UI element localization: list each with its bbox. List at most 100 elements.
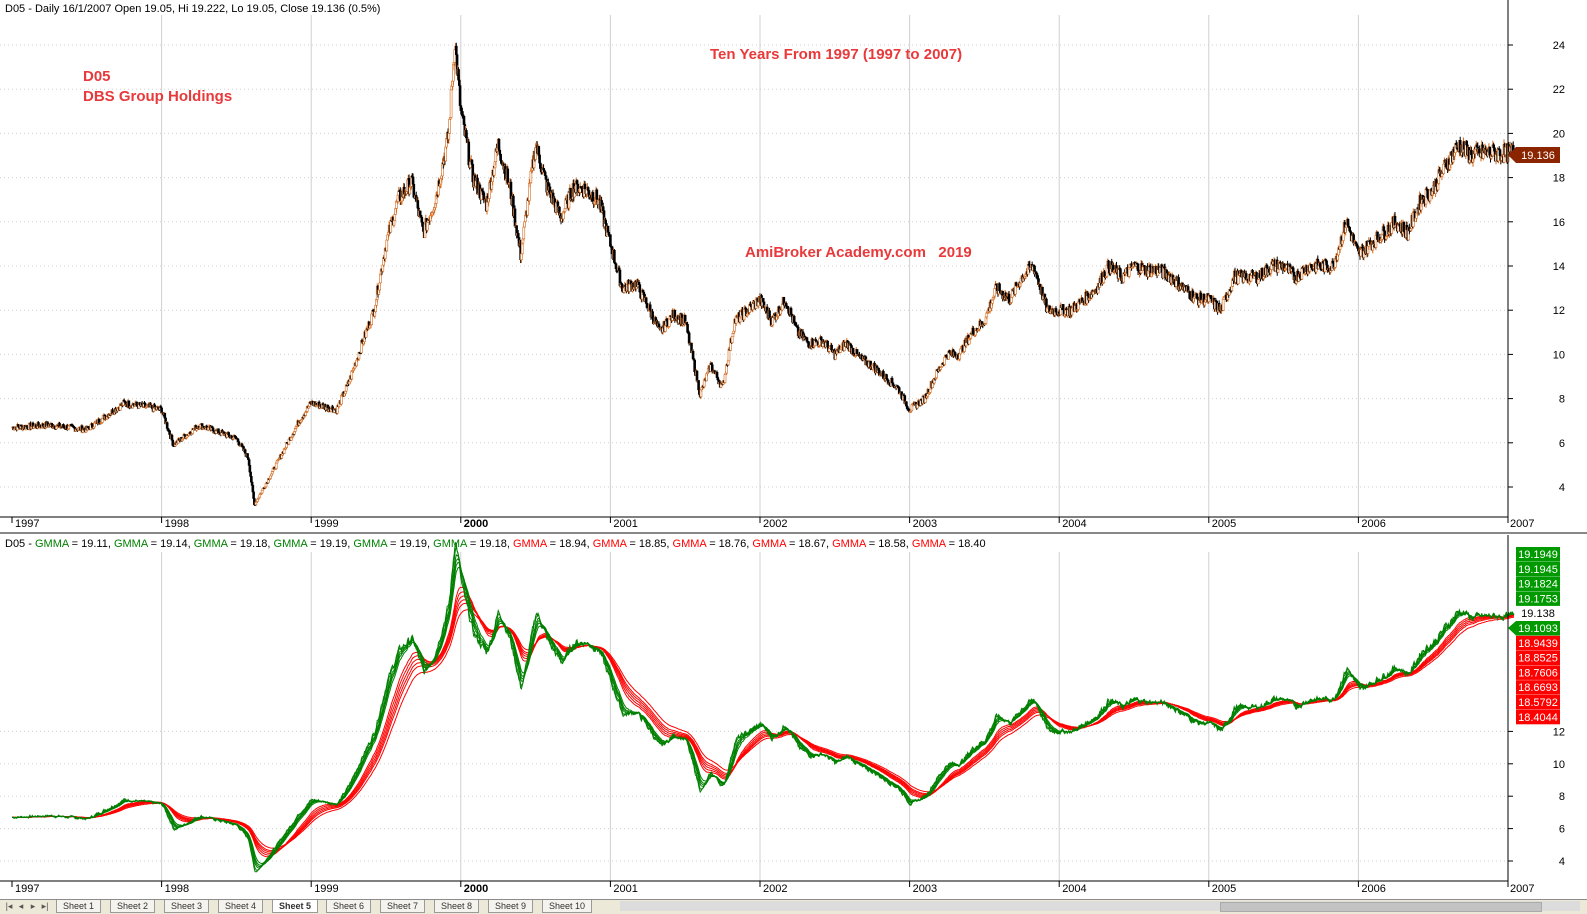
gmma-value-labels: 19.1949 19.1945 19.1824 19.1753 19.138 19.109… [1508,547,1560,725]
bottom-x-tick-label: 2002 [763,883,787,895]
gmma-header-value: = 18.67, [789,538,832,550]
price-candle-body [780,303,784,311]
top-x-tick-label: 2001 [613,518,637,530]
price-candle-body [695,370,699,382]
gmma-value-tag-label: 18.7606 [1518,667,1558,679]
bottom-x-tick-label: 2001 [613,883,637,895]
price-candle-body [726,360,730,366]
price-candle-body [595,189,599,200]
gmma-header-value: = 19.11, [72,538,114,550]
top-y-tick-label: 22 [1553,84,1565,96]
gmma-header-name: GMMA [274,538,311,550]
price-candle-body [839,349,842,353]
gmma-header-name: GMMA [353,538,390,550]
bottom-x-tick-label: 2004 [1062,883,1086,895]
price-candle-body [974,330,977,336]
sheet-tab[interactable]: Sheet 9 [488,900,534,913]
top-x-tick-label: 2005 [1212,518,1236,530]
gmma-header-name: GMMA [114,538,151,550]
price-candle-body [243,449,247,454]
bottom-grid [0,552,1508,881]
price-candle-body [250,481,254,486]
top-pane: 4 6 8 10 12 14 16 18 20 22 24 1997 1998 1999 2000 2001… [0,0,1565,530]
sheet-tab[interactable]: Sheet 7 [380,900,426,913]
gmma-header-name: GMMA [194,538,231,550]
gmma-value-tag-label: 18.8525 [1518,653,1558,665]
gmma-long-line [12,591,1514,856]
gmma-header-value: = 18.76, [709,538,752,550]
price-candle-body [693,359,696,373]
gmma-value-tag [1516,665,1560,680]
price-candle-body [993,288,997,297]
price-candle-body [613,250,616,263]
bottom-y-tick-label: 12 [1553,726,1565,738]
top-pane-background [0,0,1508,517]
price-candle-body [168,430,171,435]
gmma-header-value: = 19.14, [151,538,194,550]
price-candle-body [830,344,833,350]
price-candle-body [1442,163,1445,174]
chart-header: D05 - Daily 16/1/2007 Open 19.05, Hi 19.… [5,3,380,15]
bottom-y-tick-label: 8 [1559,791,1565,803]
gmma-value-tag [1516,635,1560,651]
gmma-value-tag [1516,561,1560,577]
sheet-tab[interactable]: Sheet 6 [326,900,372,913]
price-candle-body [171,439,175,446]
price-candle-body [1007,293,1011,304]
sheet-tab[interactable]: Sheet 10 [542,900,593,913]
bottom-x-tick-label: 1997 [15,883,39,895]
gmma-header-name: GMMA [752,538,789,550]
bottom-pane: 4 6 8 10 12 1997 1998 1999 2000 2001 2002 2003 2004… [0,532,1587,895]
price-candle-body [258,494,262,498]
gmma-value-tag [1516,695,1560,710]
gmma-series [11,541,1515,873]
horizontal-scrollbar[interactable] [620,901,1580,912]
bottom-x-tick-label: 2005 [1212,883,1236,895]
sheet-tab[interactable]: Sheet 1 [56,900,102,913]
first-sheet-button[interactable]: |◂ [5,901,13,911]
top-x-tick-label: 2003 [913,518,937,530]
gmma-value-tag-label: 18.9439 [1518,638,1558,650]
price-candle-body [467,141,471,166]
gmma-value-tag [1516,547,1560,562]
price-candle-body [792,315,796,323]
gmma-long-line [12,609,1514,849]
gmma-header-value: = 19.18, [470,538,513,550]
gmma-header-name: GMMA [593,538,630,550]
price-candle-body [1331,260,1335,264]
sheet-tab[interactable]: Sheet 2 [110,900,156,913]
gmma-value-tag-label: 19.1824 [1518,579,1558,591]
price-candle-body [393,214,397,221]
last-sheet-button[interactable]: ▸| [41,901,49,911]
price-candle-body [274,462,278,470]
sheet-tab[interactable]: Sheet 5 [272,900,319,913]
sheet-tab[interactable]: Sheet 4 [218,900,264,913]
gmma-header-value: = 18.58, [869,538,912,550]
price-candle-body [727,348,731,362]
top-x-tick-label: 2006 [1361,518,1385,530]
scrollbar-thumb[interactable] [1220,902,1542,912]
gmma-value-tag [1516,621,1560,636]
sheet-tab[interactable]: Sheet 3 [164,900,210,913]
top-x-tick-label: 2007 [1510,518,1534,530]
bottom-y-tick-label: 10 [1553,759,1565,771]
price-candle-body [959,348,962,355]
bottom-x-tick-label: 2000 [464,883,488,895]
price-candle-body [1325,260,1328,266]
price-candle-body [826,340,829,347]
price-candle-body [240,443,244,447]
prev-sheet-button[interactable]: ◂ [18,901,24,911]
price-candle-body [448,118,451,134]
gmma-header-name: GMMA [35,538,72,550]
price-candle-body [697,380,700,391]
price-candle-body [563,208,567,212]
gmma-header-value: = 19.19, [390,538,433,550]
price-candle-body [1221,298,1225,311]
next-sheet-button[interactable]: ▸ [30,901,36,911]
gmma-value-tag [1516,591,1560,606]
price-candle-body [648,304,652,311]
sheet-tab-bar: |◂ ◂ ▸ ▸| Sheet 1 Sheet 2 Sheet 3 Sheet 4 Sh… [0,899,1587,914]
sheet-tab[interactable]: Sheet 8 [434,900,480,913]
gmma-header-name: GMMA [832,538,869,550]
price-candle-body [426,221,429,231]
